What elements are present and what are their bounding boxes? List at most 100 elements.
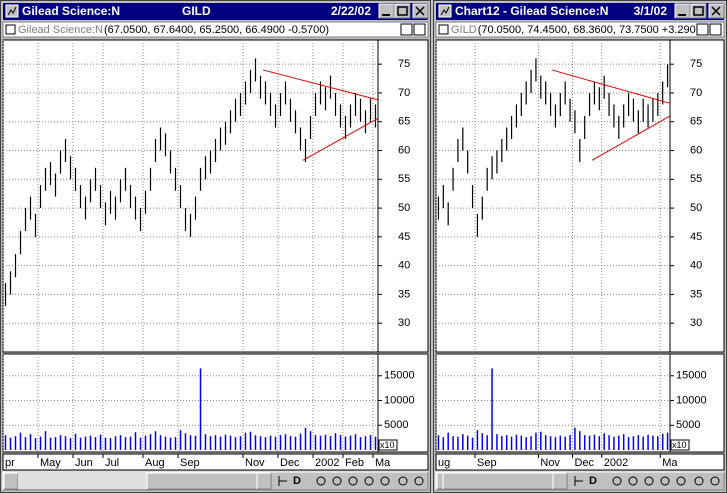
- maximize-glyph: [693, 6, 704, 16]
- price-axis: [669, 39, 725, 353]
- y-tick-label: 45: [398, 231, 410, 243]
- header-button[interactable]: [696, 23, 709, 36]
- toolbar-icon[interactable]: [414, 476, 424, 486]
- scroll-thumb[interactable]: [146, 472, 258, 490]
- header-close[interactable]: [413, 23, 426, 36]
- header-icon: [5, 24, 16, 35]
- x-tick-label: pr: [5, 457, 15, 469]
- scroll-left[interactable]: [3, 472, 19, 490]
- title-bar: [3, 3, 428, 20]
- y-tick-label: 50: [690, 202, 702, 214]
- scroll-thumb[interactable]: [442, 472, 554, 490]
- y-tick-label: 50: [398, 202, 410, 214]
- toolbar-icon[interactable]: [364, 476, 374, 486]
- y-tick-label: 75: [690, 58, 702, 70]
- x-tick-label: 2002: [315, 457, 339, 469]
- toolbar-icon[interactable]: [380, 476, 390, 486]
- unit-box: [378, 439, 398, 451]
- maximize-button-hilite: [394, 3, 410, 18]
- y-tick-label: 35: [398, 288, 410, 300]
- toolbar-icon[interactable]: [316, 476, 326, 486]
- date-axis: [435, 453, 725, 471]
- x-tick-label: Dec: [575, 457, 595, 469]
- price-axis: [377, 39, 429, 353]
- toolbar-icon[interactable]: [574, 476, 583, 486]
- volume-unit: x10: [380, 440, 395, 450]
- header-name: GILD: [451, 24, 477, 36]
- toolbar-icon[interactable]: [644, 476, 654, 486]
- volume-tick-label: 15000: [384, 370, 415, 382]
- y-tick-label: 55: [398, 173, 410, 185]
- volume-axis: [669, 353, 725, 453]
- x-tick-label: Sep: [180, 457, 200, 469]
- x-tick-label: Jul: [105, 457, 119, 469]
- toolbar-icon[interactable]: [660, 476, 670, 486]
- x-tick-label: Sep: [477, 457, 497, 469]
- y-tick-label: 60: [690, 144, 702, 156]
- scroll-right[interactable]: [552, 472, 568, 490]
- header-values: (70.0500, 74.4500, 68.3600, 73.7500 +3.2…: [478, 24, 696, 36]
- toolbar-icon[interactable]: [676, 476, 686, 486]
- scroll-thumb-hilite: [442, 472, 553, 489]
- close-button-hilite: [412, 3, 428, 18]
- x-tick-label: Ma: [662, 457, 678, 469]
- volume-axis: [377, 353, 429, 453]
- maximize-button-hilite: [690, 3, 706, 18]
- trendline: [262, 69, 379, 101]
- x-tick-label: Feb: [345, 457, 364, 469]
- price-plot: [435, 39, 671, 353]
- trendline: [591, 115, 671, 161]
- window-date: 3/1/02: [634, 4, 668, 18]
- y-tick-label: 40: [398, 260, 410, 272]
- y-tick-label: 70: [398, 87, 410, 99]
- y-tick-label: 30: [398, 317, 410, 329]
- header-icon: [438, 24, 449, 35]
- window-title: Gilead Science:N: [22, 4, 120, 18]
- toolbar-icon[interactable]: [628, 476, 638, 486]
- toolbar-icon[interactable]: [694, 476, 704, 486]
- close-button-hilite: [708, 3, 724, 18]
- price-plot: [2, 39, 379, 353]
- toolbar-letter[interactable]: D: [293, 475, 301, 487]
- header-values: (67.0500, 67.6400, 65.2500, 66.4900 -0.5…: [104, 24, 329, 36]
- volume-tick-label: 5000: [676, 419, 700, 431]
- x-tick-label: 2002: [604, 457, 628, 469]
- toolbar-letter[interactable]: D: [589, 475, 597, 487]
- toolbar-icon[interactable]: [612, 476, 622, 486]
- toolbar-icon[interactable]: [278, 476, 287, 486]
- title-bar: [436, 3, 724, 20]
- trendline: [302, 117, 379, 161]
- volume-tick-label: 10000: [384, 394, 415, 406]
- x-tick-label: May: [40, 457, 61, 469]
- header-close[interactable]: [709, 23, 722, 36]
- window-icon-glyph: [7, 6, 17, 16]
- scroll-right[interactable]: [256, 472, 272, 490]
- volume-tick-label: 15000: [676, 370, 707, 382]
- close-glyph: [415, 6, 425, 16]
- toolbar-icon[interactable]: [398, 476, 408, 486]
- toolbar-hilite: [435, 471, 724, 490]
- volume-tick-label: 5000: [384, 419, 408, 431]
- x-tick-label: Jun: [75, 457, 93, 469]
- y-tick-label: 75: [398, 58, 410, 70]
- toolbar-icon[interactable]: [710, 476, 720, 486]
- y-tick-label: 35: [690, 288, 702, 300]
- toolbar-hilite: [2, 471, 428, 490]
- toolbar-icon[interactable]: [348, 476, 358, 486]
- header-button[interactable]: [400, 23, 413, 36]
- minimize-button-hilite: [378, 3, 394, 18]
- y-tick-label: 65: [690, 116, 702, 128]
- scroll-thumb-hilite: [146, 472, 257, 489]
- unit-box: [670, 439, 690, 451]
- scroll-right-hilite: [256, 472, 271, 489]
- x-tick-label: Aug: [145, 457, 165, 469]
- minimize-button-hilite: [674, 3, 690, 18]
- toolbar-icon[interactable]: [332, 476, 342, 486]
- y-tick-label: 70: [690, 87, 702, 99]
- y-tick-label: 45: [690, 231, 702, 243]
- x-tick-label: Nov: [245, 457, 265, 469]
- chart-header: [435, 21, 725, 38]
- x-tick-label: ug: [438, 457, 450, 469]
- date-axis: [2, 453, 429, 471]
